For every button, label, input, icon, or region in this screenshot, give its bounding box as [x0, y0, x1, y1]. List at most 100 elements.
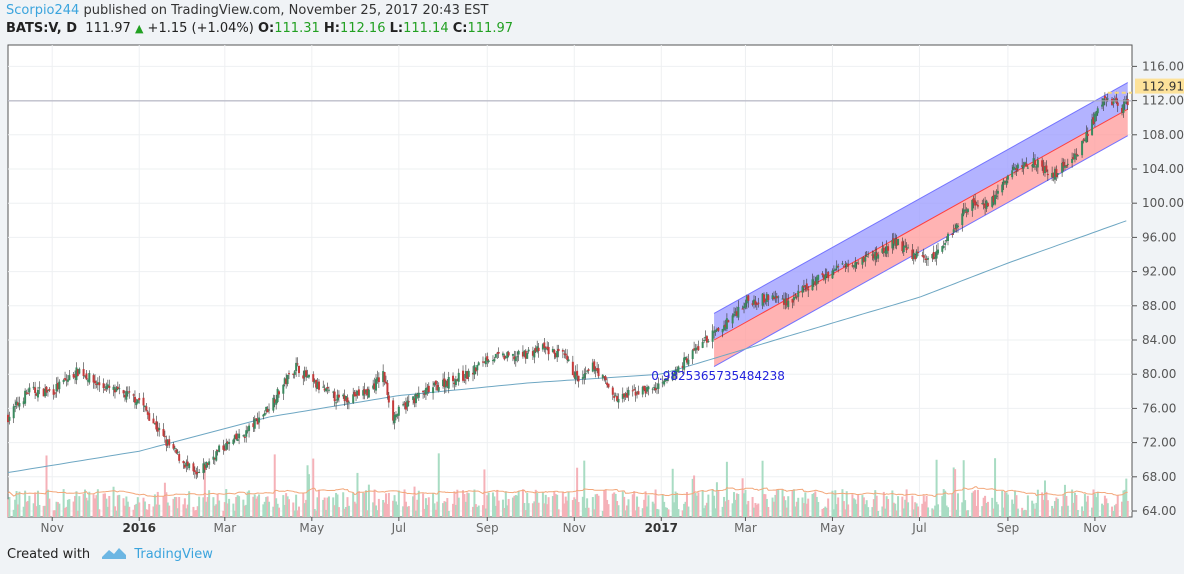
candle-body	[962, 209, 965, 215]
volume-bar	[946, 507, 949, 517]
volume-bar	[603, 490, 606, 517]
open-value: 111.31	[274, 21, 320, 36]
candle-body	[644, 388, 647, 394]
candle-body	[26, 392, 29, 394]
volume-bar	[138, 502, 141, 517]
candle-body	[761, 293, 764, 306]
volume-bar	[705, 502, 708, 517]
volume-bar	[44, 505, 47, 517]
volume-bar	[486, 495, 489, 517]
volume-bar	[426, 504, 429, 517]
volume-bar	[355, 503, 358, 517]
tradingview-link[interactable]: TradingView	[134, 547, 213, 562]
volume-bar	[233, 510, 236, 517]
volume-bar	[611, 493, 614, 517]
volume-bar	[182, 504, 185, 517]
candle-body	[183, 464, 186, 468]
low-value: 111.14	[403, 21, 449, 36]
volume-bar	[34, 492, 37, 517]
candle-body	[1056, 173, 1059, 175]
volume-bar	[594, 494, 597, 517]
candle-body	[466, 371, 469, 380]
candle-body	[305, 370, 308, 377]
volume-bar	[178, 497, 181, 517]
volume-bar	[517, 491, 520, 517]
price-tick-label: 72.00	[1142, 436, 1176, 450]
author-link[interactable]: Scorpio244	[6, 3, 80, 18]
volume-bar	[313, 508, 316, 517]
volume-bar	[424, 498, 427, 517]
volume-bar	[453, 491, 456, 517]
volume-bar	[1122, 490, 1125, 517]
volume-bar	[1121, 501, 1124, 517]
candle-body	[1046, 174, 1049, 176]
volume-bar	[697, 492, 700, 517]
volume-bar	[596, 493, 599, 517]
candle-body	[152, 418, 155, 424]
volume-bar	[807, 498, 810, 517]
volume-bar	[74, 496, 77, 517]
volume-bar	[176, 508, 179, 517]
candle-body	[613, 395, 616, 398]
volume-bar	[288, 499, 290, 517]
volume-bar	[322, 499, 325, 517]
price-chart[interactable]: 116.00 112.00 108.00 104.00 100.00 96.00 92.00…	[0, 0, 1184, 545]
price-tick-label: 84.00	[1142, 333, 1176, 347]
volume-bar	[82, 493, 85, 517]
candle-body	[74, 376, 77, 378]
volume-bar	[24, 490, 27, 517]
volume-bar	[656, 508, 659, 517]
candle-body	[557, 348, 560, 352]
candle-body	[45, 386, 48, 393]
volume-bar	[533, 501, 536, 517]
candle-body	[126, 392, 129, 394]
candle-body	[464, 370, 467, 379]
candle-body	[721, 328, 724, 333]
volume-bar	[951, 493, 954, 517]
candle-body	[255, 418, 258, 420]
volume-bar	[336, 494, 339, 517]
volume-bar	[911, 495, 914, 517]
volume-bar	[487, 492, 490, 517]
volume-bar	[406, 506, 409, 517]
candle-body	[457, 372, 460, 382]
volume-bar	[357, 491, 360, 517]
volume-bar	[503, 507, 506, 517]
candle-body	[1045, 165, 1048, 172]
candle-body	[1005, 180, 1008, 185]
volume-bar	[72, 501, 75, 517]
volume-bar	[984, 495, 987, 517]
volume-bar	[1111, 506, 1114, 517]
candle-body	[626, 392, 629, 398]
candle-body	[581, 377, 584, 379]
publish-info: Scorpio244 published on TradingView.com,…	[6, 3, 488, 18]
volume-bar	[323, 497, 326, 517]
volume-bar	[35, 506, 38, 517]
volume-bar	[393, 495, 396, 517]
volume-bar	[356, 472, 359, 517]
candle-body	[694, 348, 697, 351]
candle-body	[467, 370, 470, 377]
volume-bar	[1015, 495, 1018, 517]
candle-body	[805, 283, 808, 290]
volume-bar	[714, 508, 717, 517]
price-tick-label: 76.00	[1142, 401, 1176, 415]
volume-bar	[1062, 495, 1065, 517]
candle-body	[412, 396, 415, 400]
candle-body	[516, 356, 519, 358]
volume-bar	[1112, 510, 1115, 517]
volume-bar	[88, 491, 91, 517]
volume-bar	[767, 506, 770, 517]
volume-bar	[94, 498, 97, 517]
candle-body	[764, 300, 767, 302]
volume-bar	[961, 502, 964, 517]
volume-bar	[684, 501, 687, 517]
volume-bar	[975, 505, 978, 517]
candle-body	[494, 354, 497, 358]
volume-bar	[924, 501, 927, 517]
volume-bar	[586, 498, 589, 517]
candle-body	[215, 451, 218, 461]
candle-body	[854, 262, 857, 268]
candle-body	[653, 386, 656, 388]
volume-bar	[831, 490, 834, 517]
